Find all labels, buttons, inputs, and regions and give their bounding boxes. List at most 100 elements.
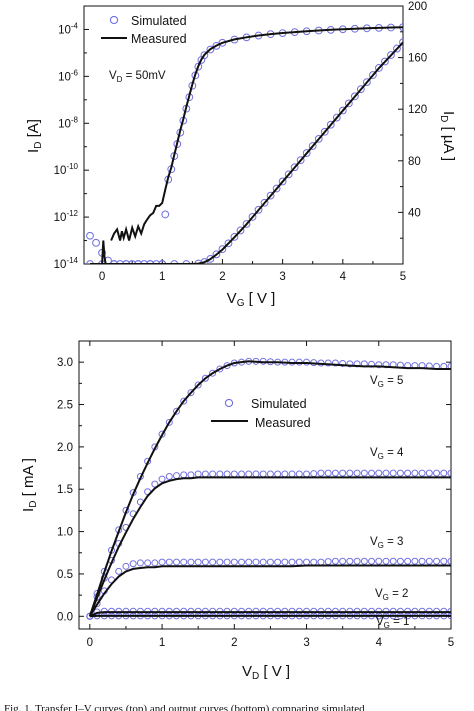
bottom-y-label: ID [ mA ] [20,458,39,512]
bottom-simulated-point-vg3 [433,557,441,565]
bottom-simulated-point-vg5 [216,365,224,373]
top-right-tick-label: 200 [408,1,427,13]
top-x-tick-label: 4 [340,271,347,283]
bottom-simulated-point-vg4 [433,469,441,477]
bottom-simulated-point-vg3 [129,560,137,568]
top-linear-simulated-point [362,78,371,87]
bottom-simulated-point-vg4 [404,469,412,477]
top-linear-simulated-point [320,127,329,136]
top-linear-simulated-point [254,205,263,214]
top-y-left-label: ID [A] [25,119,44,153]
top-left-tick-label: 10-8 [58,115,78,130]
bottom-simulated-point-vg4 [165,473,173,481]
bottom-simulated-point-vg3 [375,557,383,565]
top-linear-simulated-point [381,57,389,66]
bottom-simulated-point-vg4 [303,470,311,478]
bottom-simulated-point-vg4 [396,469,404,477]
bottom-simulated-point-vg3 [122,562,130,570]
curve-label-vg3: VG = 3 [370,536,403,550]
top-x-tick-label: 2 [219,271,225,283]
bottom-y-tick-label: 1.5 [57,484,73,496]
top-linear-simulated-point [393,44,401,53]
bottom-simulated-point-vg3 [230,558,238,566]
bottom-simulated-point-vg4 [411,469,419,477]
bottom-simulated-point-vg4 [201,470,209,478]
bottom-simulated-point-vg4 [194,470,202,478]
top-linear-simulated-point [326,120,335,129]
top-linear-simulated-point [236,226,245,235]
bottom-simulated-point-vg3 [266,558,274,566]
bottom-simulated-point-vg5 [447,362,451,370]
bottom-simulated-point-vg3 [396,557,404,565]
top-left-tick-label: 10-14 [54,256,79,271]
top-linear-simulated-point [266,191,275,200]
bottom-simulated-point-vg5 [158,430,166,438]
top-linear-simulated-point [242,220,251,228]
top-linear-simulated-point [134,260,143,264]
bottom-simulated-point-vg4 [353,469,361,477]
top-linear-simulated-point [260,198,269,207]
bottom-simulated-point-vg3 [259,558,267,566]
top-linear-simulated-point [302,149,311,157]
bottom-simulated-point-vg4 [230,470,238,478]
top-left-tick-label: 10-4 [58,21,78,36]
top-right-tick-label: 120 [408,104,427,116]
top-linear-simulated-point [278,177,287,186]
bottom-simulated-point-vg4 [339,469,347,477]
bottom-simulated-point-vg4 [173,472,181,480]
curve-label-vg1: VG = 1 [376,616,409,630]
bottom-simulated-point-vg4 [158,475,166,483]
bottom-simulated-point-vg5 [180,397,188,405]
bottom-simulated-point-vg4 [368,469,376,477]
bottom-simulated-point-vg3 [440,557,448,565]
top-log-simulated-point [92,238,100,247]
bottom-simulated-point-vg3 [274,558,282,566]
top-x-tick-label: 3 [279,271,285,283]
top-linear-simulated-point [218,245,227,254]
bottom-x-tick-label: 1 [159,637,165,649]
top-left-tick-label: 10-10 [54,162,79,177]
top-linear-simulated-point [272,184,281,193]
top-x-tick-label: 5 [400,271,406,283]
top-linear-simulated-point [296,156,305,165]
top-log-simulated-point [200,51,209,60]
top-legend-measured-label: Measured [131,32,187,46]
bottom-simulated-point-vg4 [346,469,354,477]
bottom-simulated-point-vg3 [295,558,303,566]
bottom-simulated-point-vg3 [353,557,361,565]
bottom-simulated-point-vg4 [266,470,274,478]
bottom-y-tick-label: 1.0 [57,527,73,539]
bottom-simulated-point-vg4 [425,469,433,477]
bottom-x-tick-label: 3 [303,637,309,649]
bottom-simulated-point-vg3 [411,557,419,565]
top-linear-simulated-point [387,51,395,59]
bottom-legend-simulated-marker [224,398,234,408]
bottom-simulated-point-vg3 [245,558,253,566]
top-linear-simulated-point [290,163,299,172]
top-log-simulated-point [86,231,94,240]
bottom-simulated-point-vg3 [201,558,209,566]
bottom-simulated-point-vg3 [288,558,296,566]
top-x-label: VG [ V ] [227,290,276,309]
bottom-simulated-point-vg3 [252,558,260,566]
bottom-x-tick-label: 4 [376,637,383,649]
bottom-simulated-point-vg3 [404,557,412,565]
top-log-simulated-point [116,260,125,264]
bottom-simulated-point-vg4 [418,469,426,477]
bottom-simulated-point-vg4 [324,469,332,477]
bottom-simulated-point-vg3 [360,557,368,565]
top-linear-simulated-point [182,260,191,264]
bottom-simulated-point-vg5 [209,369,217,377]
top-log-measured-line [110,26,403,242]
bottom-simulated-point-vg4 [281,470,289,478]
bottom-x-tick-label: 2 [231,637,237,649]
bottom-simulated-point-vg5 [201,374,209,382]
bottom-simulated-point-vg5 [331,359,339,367]
bottom-simulated-point-vg4 [259,470,267,478]
curve-label-vg2: VG = 2 [375,588,408,602]
top-linear-simulated-point [344,99,353,108]
bottom-y-tick-label: 2.5 [57,400,73,412]
bottom-simulated-point-vg3 [115,567,123,575]
top-linear-simulated-point [248,213,257,221]
bottom-simulated-point-vg4 [447,469,451,477]
